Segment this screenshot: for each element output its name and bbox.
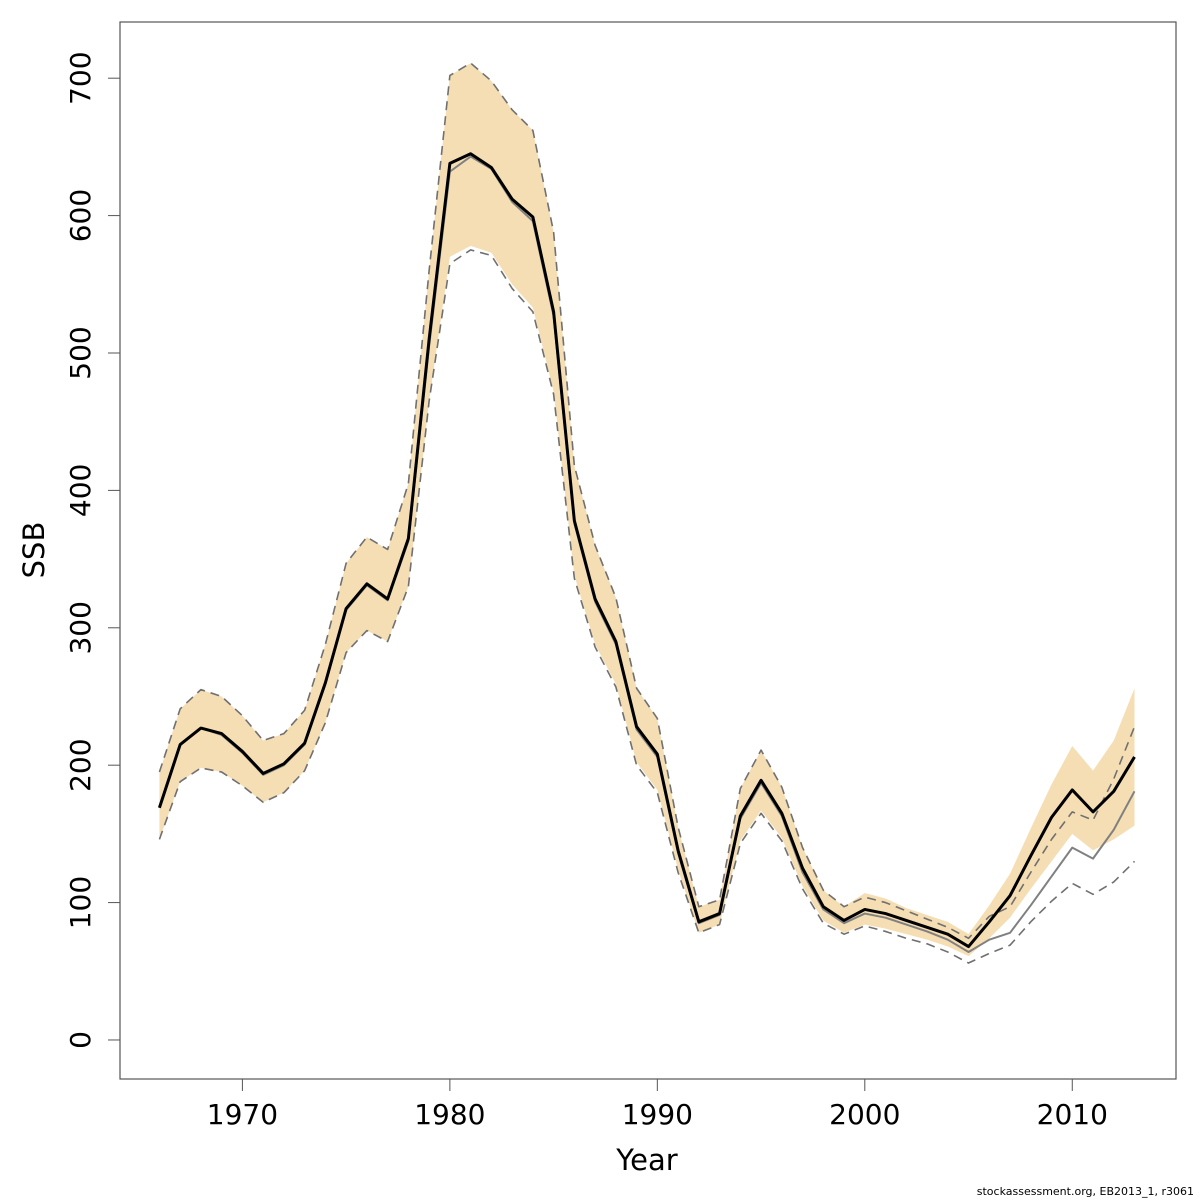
series-line	[158, 249, 1136, 964]
y-tick-label: 500	[64, 326, 97, 379]
x-tick-label: 1990	[622, 1098, 693, 1131]
confidence-band	[159, 63, 1135, 957]
y-tick-label: 200	[64, 738, 97, 791]
series-line	[158, 62, 1136, 940]
y-tick-label: 700	[64, 51, 97, 104]
x-axis-title: Year	[615, 1143, 677, 1177]
series-line	[157, 152, 1136, 949]
y-axis-title: SSB	[17, 522, 51, 579]
y-tick-label: 400	[64, 464, 97, 517]
series-line	[158, 155, 1136, 954]
x-tick-label: 1970	[207, 1098, 278, 1131]
plot-frame	[119, 21, 1177, 1080]
y-tick-label: 100	[64, 876, 97, 929]
y-tick-label: 600	[64, 189, 97, 242]
y-tick-label: 0	[64, 1031, 97, 1049]
footnote: stockassessment.org, EB2013_1, r3061	[977, 1185, 1194, 1198]
y-tick-label: 300	[64, 601, 97, 654]
x-tick-label: 1980	[414, 1098, 485, 1131]
x-tick-label: 2000	[829, 1098, 900, 1131]
x-tick-label: 2010	[1037, 1098, 1108, 1131]
